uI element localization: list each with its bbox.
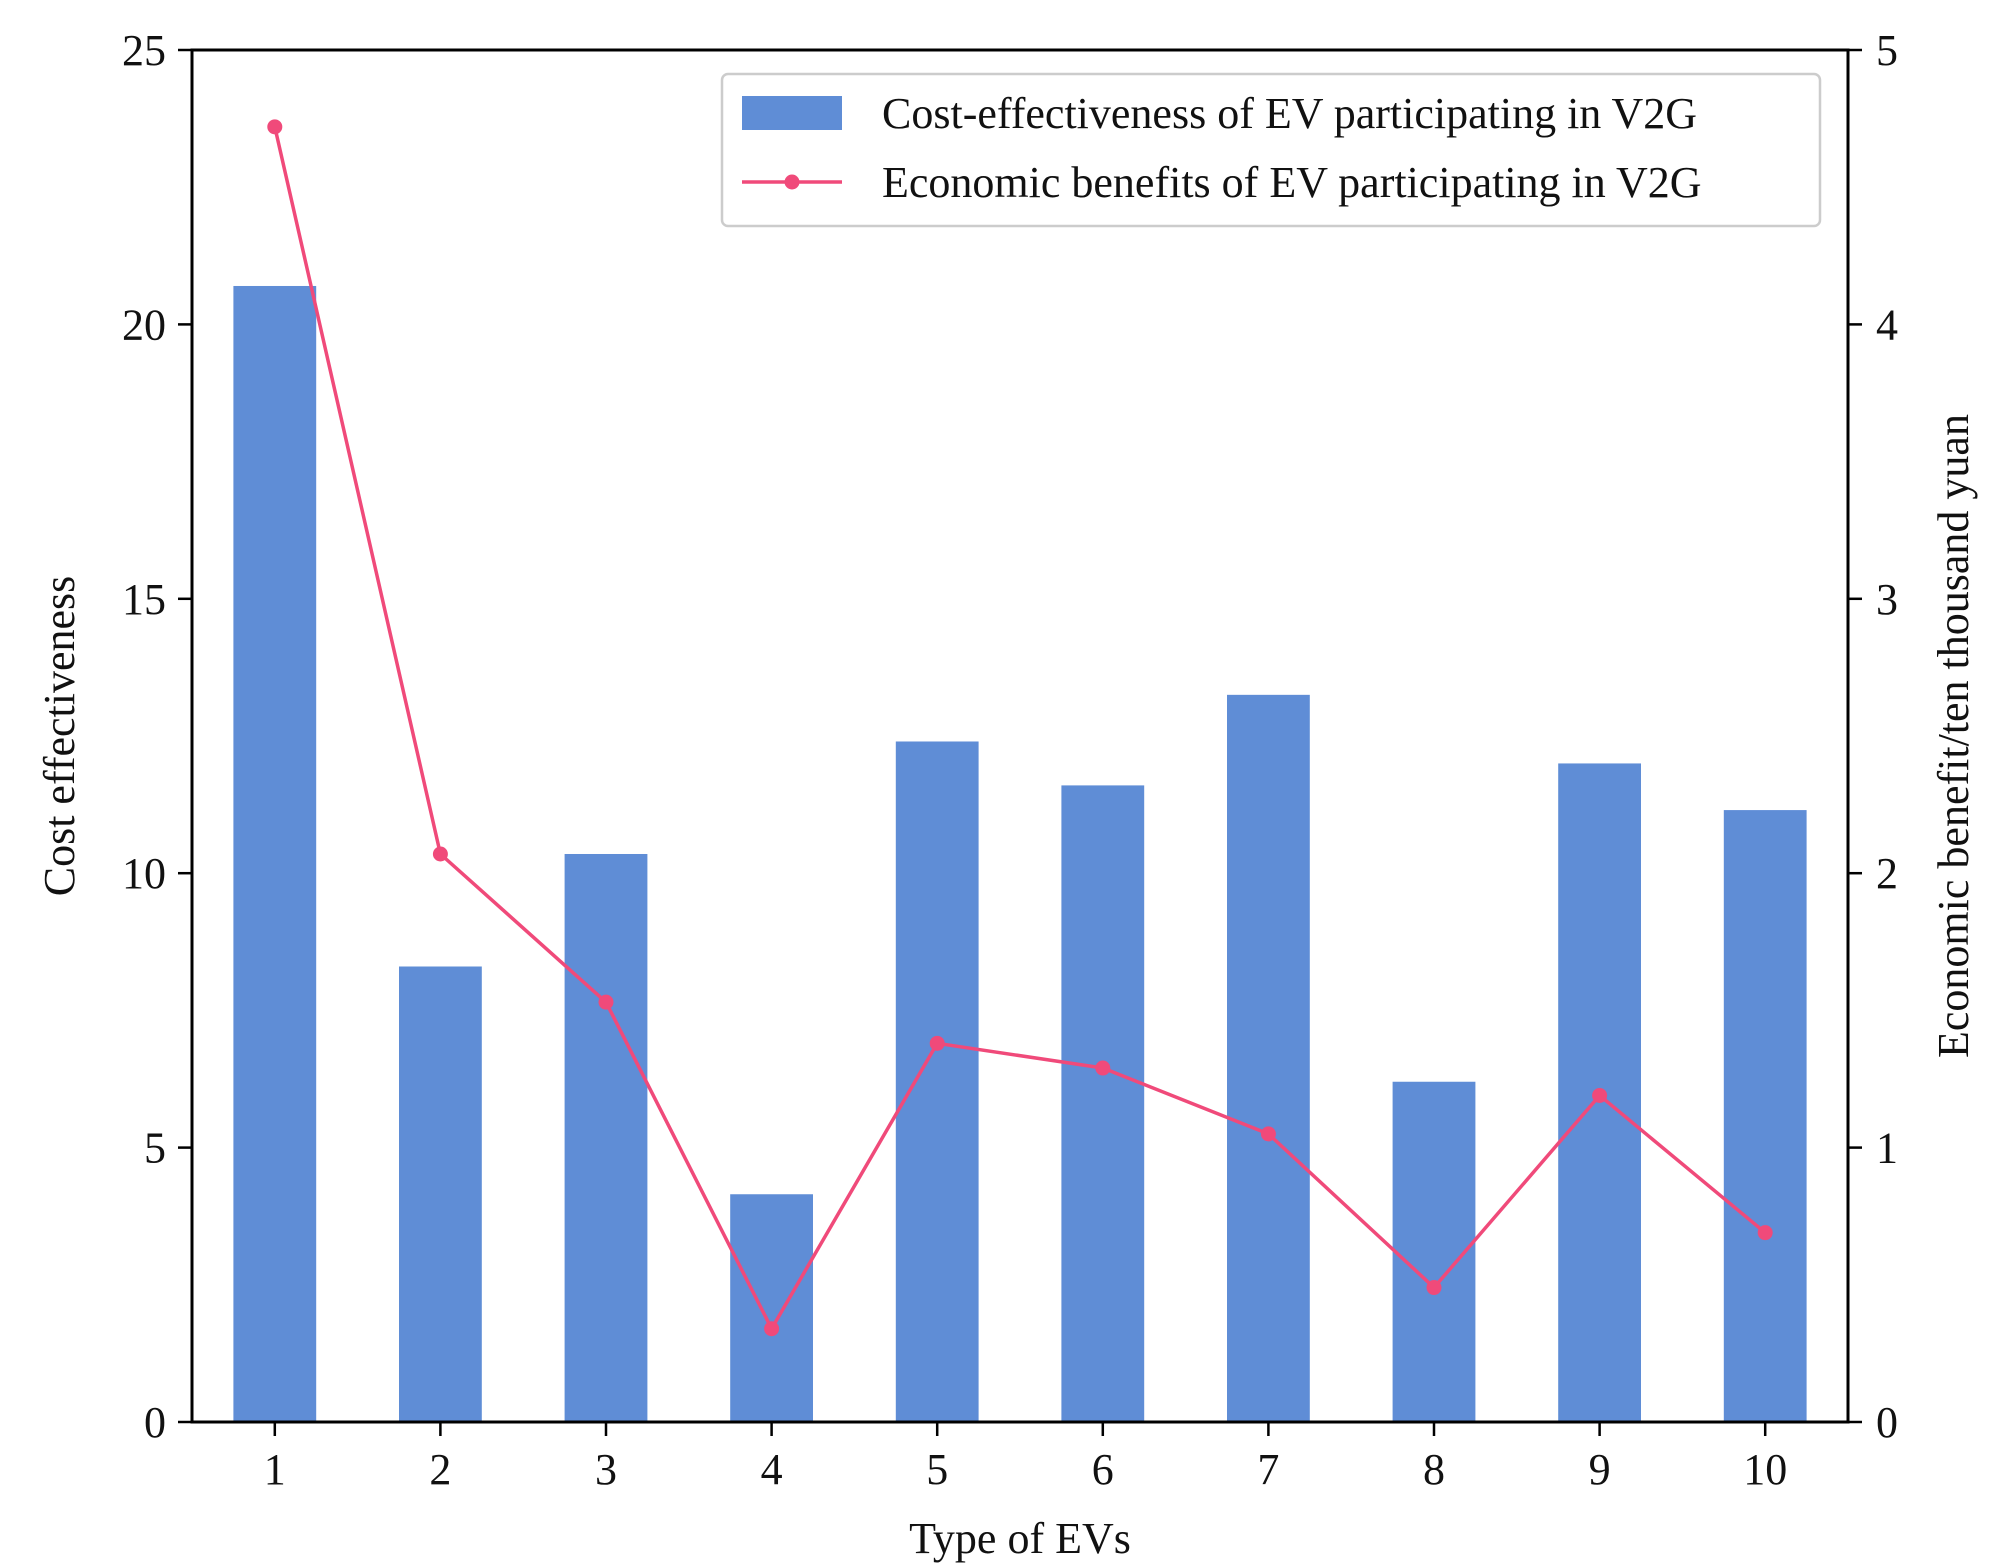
bar-2 [399, 966, 482, 1422]
x-tick-label: 3 [595, 1445, 617, 1494]
plot-frame [190, 48, 1850, 1424]
y-right-axis-title: Economic benefit/ten thousand yuan [1929, 414, 1978, 1058]
y-left-axis-title: Cost effectiveness [35, 576, 84, 897]
bar-7 [1227, 694, 1310, 1422]
x-tick-label: 8 [1423, 1445, 1445, 1494]
x-tick-label: 2 [429, 1445, 451, 1494]
x-tick-label: 1 [264, 1445, 286, 1494]
x-axis-title: Type of EVs [909, 1514, 1131, 1563]
bars-layer [233, 285, 1807, 1422]
x-tick-label: 6 [1092, 1445, 1114, 1494]
line-point-6 [1095, 1060, 1111, 1076]
y-right-tick-label: 4 [1876, 300, 1898, 349]
y-left-tick-label: 25 [122, 26, 166, 75]
x-tick-label: 7 [1257, 1445, 1279, 1494]
line-point-9 [1592, 1087, 1608, 1103]
y-left-tick-label: 15 [122, 575, 166, 624]
line-point-3 [598, 994, 614, 1010]
legend-bar-swatch [742, 96, 842, 130]
line-point-1 [267, 119, 283, 135]
line-point-5 [929, 1035, 945, 1051]
legend-line-label: Economic benefits of EV participating in… [882, 158, 1702, 207]
x-tick-label: 5 [926, 1445, 948, 1494]
bar-6 [1061, 785, 1145, 1422]
bar-3 [564, 853, 648, 1422]
bar-10 [1723, 810, 1807, 1422]
bar-1 [233, 285, 317, 1422]
legend-box [720, 72, 1822, 228]
line-point-7 [1260, 1126, 1276, 1142]
economic-benefit-line [273, 126, 1767, 1331]
y-right-tick-label: 1 [1876, 1124, 1898, 1173]
y-left-tick-label: 0 [144, 1398, 166, 1447]
x-tick-label: 10 [1743, 1445, 1787, 1494]
line-layer [267, 119, 1773, 1337]
y-right-tick-label: 3 [1876, 575, 1898, 624]
bar-4 [730, 1194, 813, 1422]
legend: Cost-effectiveness of EV participating i… [720, 72, 1822, 228]
y-right-tick-label: 2 [1876, 849, 1898, 898]
line-point-8 [1426, 1280, 1442, 1296]
y-left-tick-label: 10 [122, 849, 166, 898]
y-right-tick-label: 5 [1876, 26, 1898, 75]
line-point-2 [432, 846, 448, 862]
legend-bar-label: Cost-effectiveness of EV participating i… [882, 89, 1697, 138]
axes-layer: 0 5 10 15 20 25 0 1 2 3 4 5 1 2 3 4 5 6 7 8 9 10 Type of EVs Co… [35, 26, 1978, 1563]
y-left-tick-label: 5 [144, 1124, 166, 1173]
x-tick-label: 9 [1589, 1445, 1611, 1494]
bar-5 [895, 741, 979, 1422]
bar-8 [1392, 1081, 1476, 1422]
line-point-10 [1757, 1225, 1773, 1241]
legend-line-marker [784, 174, 800, 190]
y-right-tick-label: 0 [1876, 1398, 1898, 1447]
line-point-4 [764, 1321, 780, 1337]
x-tick-label: 4 [761, 1445, 783, 1494]
y-left-tick-label: 20 [122, 300, 166, 349]
